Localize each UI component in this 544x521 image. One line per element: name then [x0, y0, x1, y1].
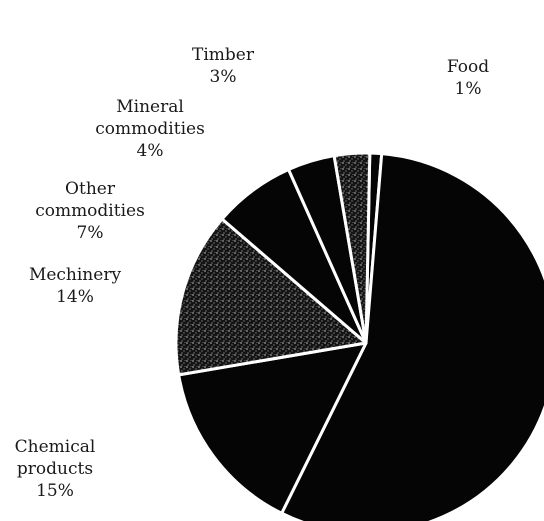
label-value: 1% — [454, 79, 482, 99]
label-name: Chemical — [14, 437, 96, 457]
slice-label-other-commodities: Other commodities 7% — [10, 178, 170, 244]
slice-label-chemical-products: Chemical products 15% — [0, 436, 110, 502]
label-name-2: products — [16, 459, 94, 479]
pie-slice-chemical-products — [177, 341, 368, 515]
label-value: 4% — [136, 141, 164, 161]
slice-label-food: Food 1% — [428, 56, 508, 100]
label-name: Other — [65, 179, 115, 199]
slice-label-mineral-commodities: Mineral commodities 4% — [70, 96, 230, 162]
label-name: Mechinery — [28, 265, 122, 285]
pie-slice-others — [280, 152, 544, 521]
pie-slice-mechinery — [174, 217, 368, 377]
label-name-2: commodities — [95, 119, 205, 139]
label-value: 3% — [209, 67, 237, 87]
label-name: Timber — [192, 45, 254, 65]
label-name: Food — [446, 57, 490, 77]
label-value: 15% — [36, 481, 74, 501]
slice-label-timber: Timber 3% — [183, 44, 263, 88]
label-name: Mineral — [116, 97, 184, 117]
label-value: 7% — [76, 223, 104, 243]
slice-label-mechinery: Mechinery 14% — [10, 264, 140, 308]
pie-slice-timber — [332, 151, 372, 345]
pie-slices — [174, 151, 544, 521]
label-value: 14% — [56, 287, 94, 307]
label-name-2: commodities — [35, 201, 145, 221]
